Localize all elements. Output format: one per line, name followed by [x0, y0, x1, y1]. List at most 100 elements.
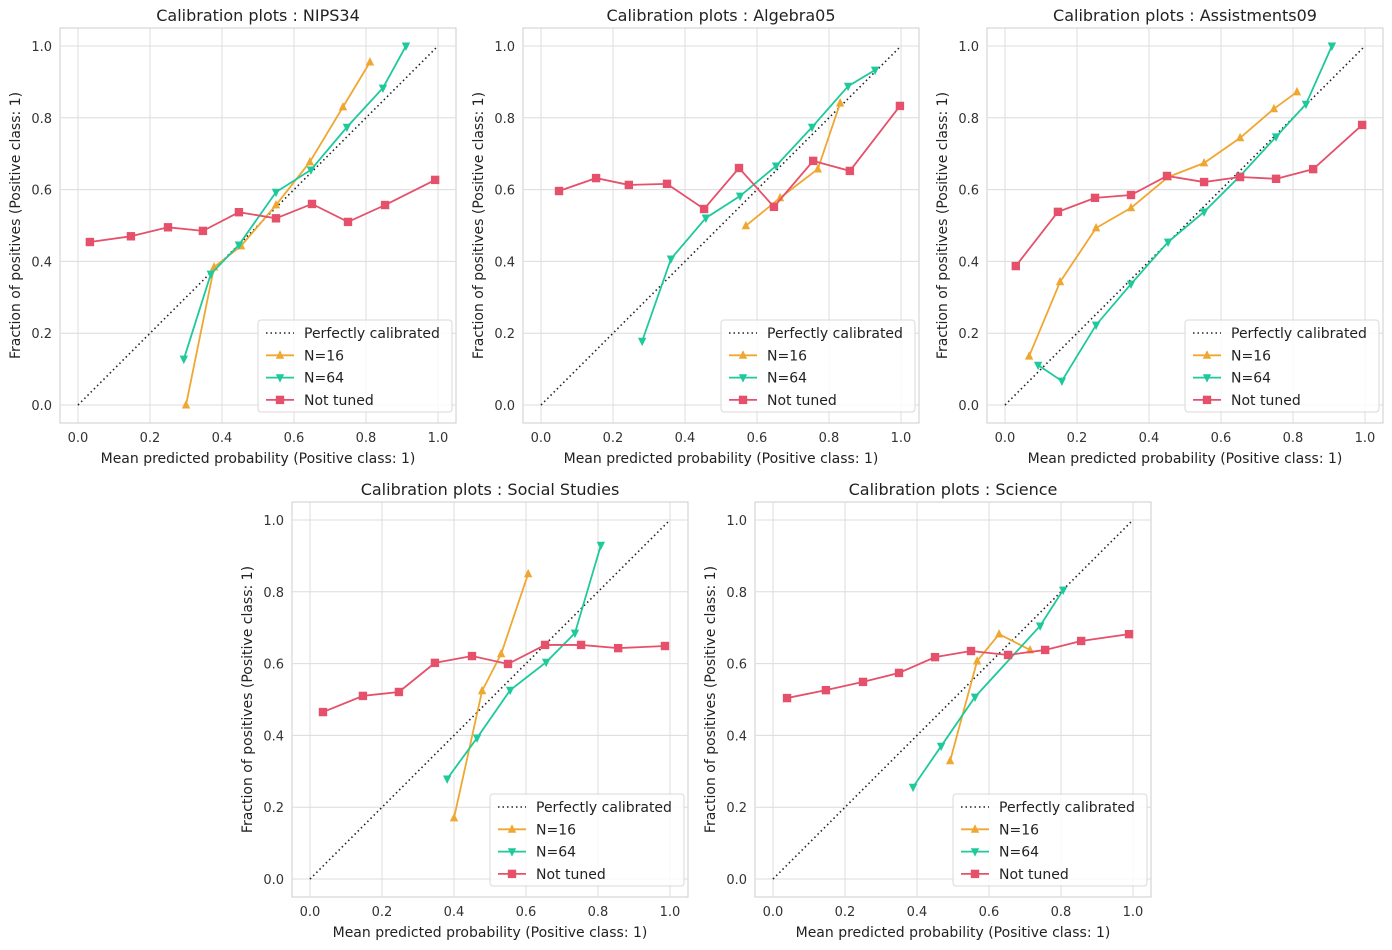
data-point [1162, 171, 1172, 181]
data-point [394, 687, 404, 697]
y-tick-label: 0.4 [263, 729, 284, 744]
data-point [735, 192, 745, 202]
series-not-tuned [318, 640, 670, 717]
data-point [994, 629, 1004, 638]
subplot-3: 0.0 0.2 0.4 0.6 0.8 1.0 0.0 0.2 0.4 0.6 0.8 1.0 Cali… [935, 6, 1384, 467]
data-point [1024, 351, 1034, 360]
y-tick-label: 1.0 [31, 40, 52, 55]
series-n-64 [179, 42, 411, 365]
legend-label: Not tuned [767, 393, 837, 409]
legend-box [720, 319, 916, 413]
data-point [503, 659, 513, 669]
x-tick-label: 0.8 [588, 905, 609, 920]
series-line [453, 573, 530, 819]
data-point [234, 241, 244, 250]
y-tick-label: 0.8 [726, 586, 747, 601]
legend-marker [738, 350, 748, 359]
y-axis-label: Fraction of positives (Positive class: 1… [240, 566, 256, 833]
data-point [1126, 190, 1136, 200]
series-line [1037, 45, 1333, 383]
y-tick-label: 0.8 [494, 112, 515, 127]
series-perfectly-calibrated [309, 519, 671, 880]
y-tick-label: 0.0 [958, 399, 979, 414]
y-tick-label: 0.0 [726, 873, 747, 888]
series-line [949, 633, 1031, 762]
data-point [1163, 238, 1173, 248]
x-tick-label: 0.8 [1283, 431, 1304, 446]
series-perfectly-calibrated [77, 45, 439, 406]
data-point [870, 66, 880, 76]
data-point [1091, 223, 1101, 232]
data-point [1327, 42, 1337, 51]
y-tick-label: 0.8 [263, 586, 284, 601]
series-line [322, 644, 666, 713]
data-point [181, 400, 191, 409]
data-point [576, 640, 586, 650]
x-tick-label: 0.6 [516, 905, 537, 920]
data-point [206, 270, 216, 279]
data-point [813, 164, 823, 173]
series-n-16 [741, 98, 845, 230]
legend-label: Perfectly calibrated [767, 326, 903, 342]
data-point [163, 223, 173, 232]
data-point [1235, 172, 1245, 182]
y-tick-label: 1.0 [494, 40, 515, 55]
data-point [843, 82, 853, 92]
y-axis-label: Fraction of positives (Positive class: 1… [935, 92, 951, 359]
data-point [1011, 261, 1020, 271]
subplot-title: Calibration plots : Algebra05 [607, 6, 836, 25]
data-point [505, 686, 515, 696]
data-point [306, 166, 316, 175]
data-point [467, 651, 477, 661]
series-line [558, 105, 901, 211]
data-point [945, 755, 955, 765]
x-tick-label: 1.0 [1123, 905, 1144, 920]
data-point [1126, 202, 1136, 212]
legend: Perfectly calibrated N=16 N=64 Not tuned [720, 319, 916, 413]
series-n-64 [908, 586, 1068, 793]
x-tick-label: 0.2 [835, 905, 856, 920]
y-tick-label: 0.6 [726, 658, 747, 673]
subplot-2: 0.0 0.2 0.4 0.6 0.8 1.0 0.0 0.2 0.4 0.6 0.8 1.0 Cali… [471, 6, 920, 467]
subplot-title: Calibration plots : Assistments09 [1053, 6, 1317, 25]
data-point [271, 200, 281, 209]
x-tick-label: 0.2 [1067, 431, 1088, 446]
legend-label: N=64 [999, 845, 1039, 861]
legend-label: N=16 [999, 822, 1039, 838]
x-axis-label: Mean predicted probability (Positive cla… [101, 451, 416, 467]
y-tick-label: 0.4 [958, 255, 979, 270]
series-n-64 [637, 66, 880, 347]
data-point [821, 685, 831, 695]
y-tick-label: 0.2 [958, 327, 979, 342]
y-tick-label: 1.0 [726, 514, 747, 529]
data-point [271, 214, 281, 223]
legend-label: Perfectly calibrated [1231, 326, 1367, 342]
x-tick-label: 0.2 [140, 431, 161, 446]
legend-label: Not tuned [536, 867, 606, 883]
subplot-title: Calibration plots : Science [849, 480, 1058, 499]
x-tick-label: 0.4 [444, 905, 465, 920]
legend-box [489, 793, 685, 887]
x-tick-label: 0.6 [979, 905, 1000, 920]
y-tick-label: 0.4 [726, 729, 747, 744]
y-tick-label: 1.0 [958, 40, 979, 55]
data-point [1058, 586, 1068, 595]
x-tick-label: 0.8 [1051, 905, 1072, 920]
series-line [182, 45, 407, 360]
perfect-calibration-line [772, 519, 1134, 880]
data-point [179, 355, 189, 365]
y-tick-label: 0.6 [958, 184, 979, 199]
series-not-tuned [782, 629, 1134, 703]
legend-label: N=16 [536, 822, 576, 838]
legend-box [952, 793, 1148, 887]
data-point [769, 202, 779, 212]
data-point [1199, 177, 1209, 187]
x-tick-label: 1.0 [891, 431, 912, 446]
data-point [401, 42, 411, 51]
legend-marker [970, 848, 980, 857]
legend: Perfectly calibrated N=16 N=64 Not tuned [1184, 319, 1380, 413]
data-point [1057, 377, 1067, 386]
data-point [858, 677, 868, 687]
y-tick-label: 0.0 [31, 399, 52, 414]
data-point [1271, 174, 1281, 184]
